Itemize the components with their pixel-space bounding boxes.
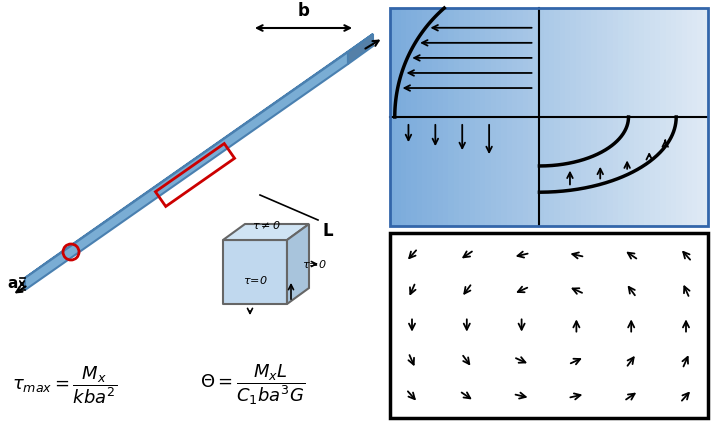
- Bar: [543, 8, 550, 226]
- Bar: [401, 8, 407, 226]
- Bar: [406, 8, 412, 226]
- Bar: [549, 8, 555, 226]
- Text: $\tau$=0: $\tau$=0: [302, 258, 326, 270]
- Bar: [591, 8, 598, 226]
- Bar: [676, 8, 683, 226]
- Bar: [618, 8, 624, 226]
- Bar: [655, 8, 661, 226]
- Bar: [533, 8, 539, 226]
- Bar: [570, 8, 576, 226]
- Bar: [475, 8, 481, 226]
- Text: $\tau\neq$0: $\tau\neq$0: [251, 219, 281, 231]
- Bar: [396, 8, 401, 226]
- Bar: [687, 8, 693, 226]
- Bar: [390, 233, 708, 418]
- Bar: [565, 8, 571, 226]
- Bar: [602, 8, 608, 226]
- Bar: [512, 8, 518, 226]
- Bar: [390, 8, 708, 226]
- Bar: [470, 8, 476, 226]
- Bar: [665, 8, 672, 226]
- Bar: [608, 8, 613, 226]
- Polygon shape: [223, 240, 287, 304]
- Bar: [528, 8, 534, 226]
- Text: b: b: [298, 2, 309, 20]
- Text: $\tau$=0: $\tau$=0: [243, 274, 267, 286]
- Bar: [411, 8, 418, 226]
- Polygon shape: [25, 34, 373, 278]
- Bar: [448, 8, 455, 226]
- Bar: [427, 8, 433, 226]
- Bar: [464, 8, 471, 226]
- Bar: [507, 8, 513, 226]
- Bar: [523, 8, 529, 226]
- Bar: [491, 8, 497, 226]
- Bar: [586, 8, 593, 226]
- Bar: [613, 8, 619, 226]
- Bar: [486, 8, 492, 226]
- Bar: [681, 8, 688, 226]
- Bar: [554, 8, 560, 226]
- Bar: [480, 8, 486, 226]
- Bar: [517, 8, 523, 226]
- Text: $\Theta = \dfrac{M_x L}{C_1 b a^3 G}$: $\Theta = \dfrac{M_x L}{C_1 b a^3 G}$: [200, 363, 305, 407]
- Bar: [575, 8, 582, 226]
- Bar: [422, 8, 428, 226]
- Bar: [698, 8, 704, 226]
- Bar: [645, 8, 650, 226]
- Polygon shape: [287, 224, 309, 304]
- Bar: [453, 8, 460, 226]
- Bar: [703, 8, 709, 226]
- Bar: [459, 8, 466, 226]
- Bar: [390, 8, 396, 226]
- Bar: [433, 8, 438, 226]
- Bar: [660, 8, 667, 226]
- Polygon shape: [348, 34, 373, 64]
- Polygon shape: [223, 224, 309, 240]
- Bar: [438, 8, 444, 226]
- Bar: [416, 8, 423, 226]
- Bar: [597, 8, 603, 226]
- Text: a: a: [8, 276, 18, 292]
- Text: L: L: [322, 222, 333, 240]
- Bar: [628, 8, 635, 226]
- Bar: [634, 8, 640, 226]
- Bar: [650, 8, 656, 226]
- Bar: [639, 8, 645, 226]
- Text: $\tau_{max} = \dfrac{M_x}{kba^2}$: $\tau_{max} = \dfrac{M_x}{kba^2}$: [12, 364, 117, 406]
- Bar: [623, 8, 630, 226]
- Bar: [580, 8, 587, 226]
- Bar: [496, 8, 503, 226]
- Polygon shape: [25, 52, 348, 290]
- Bar: [671, 8, 677, 226]
- Bar: [560, 8, 566, 226]
- Bar: [538, 8, 545, 226]
- Bar: [501, 8, 508, 226]
- Bar: [692, 8, 698, 226]
- Bar: [443, 8, 449, 226]
